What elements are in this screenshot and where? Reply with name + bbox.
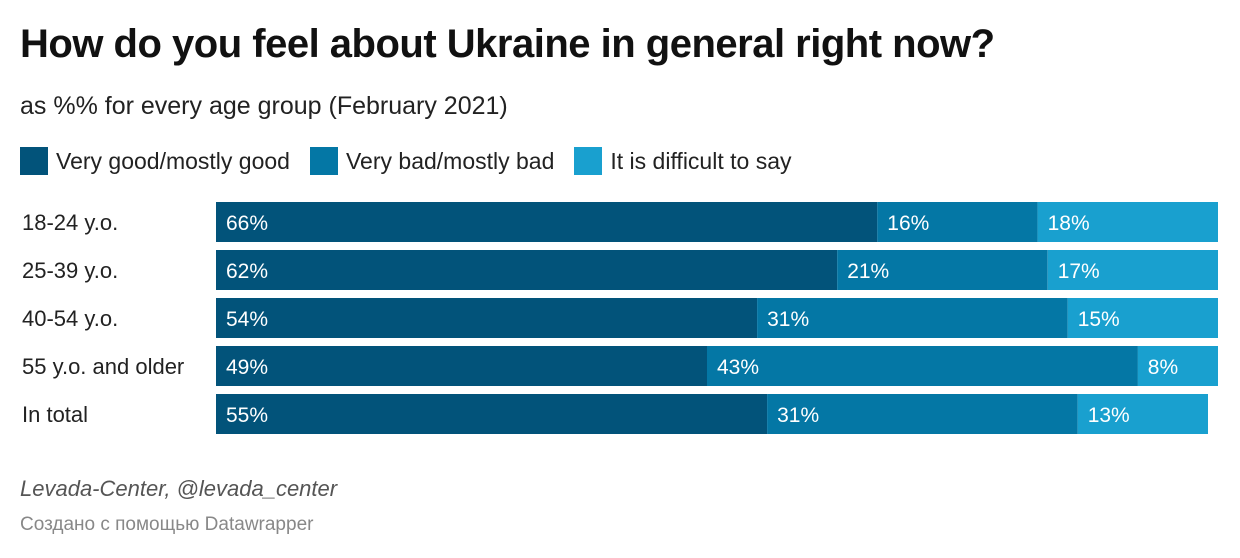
value-label-25-39-y-o-very-bad-mostly-bad: 21% <box>847 260 889 283</box>
value-label-25-39-y-o-it-is-difficult-to-say: 17% <box>1058 260 1100 283</box>
category-label-40-54-y-o: 40-54 y.o. <box>22 306 118 331</box>
stacked-bar-chart: 18-24 y.o. 66% 16% 18% 25-39 y.o. 62% 21% 17% 40… <box>22 202 1218 434</box>
value-label-40-54-y-o-very-bad-mostly-bad: 31% <box>767 308 809 331</box>
chart-title: How do you feel about Ukraine in general… <box>20 22 995 66</box>
value-label-in-total-it-is-difficult-to-say: 13% <box>1088 404 1130 427</box>
legend: Very good/mostly good Very bad/mostly ba… <box>20 146 811 176</box>
value-label-40-54-y-o-it-is-difficult-to-say: 15% <box>1078 308 1120 331</box>
credit-note: Создано с помощью Datawrapper <box>20 514 314 535</box>
bar-40-54-y-o-very-good-mostly-good <box>216 298 758 338</box>
bar-18-24-y-o-it-is-difficult-to-say <box>1037 202 1218 242</box>
legend-swatch-bad <box>309 147 338 175</box>
chart-subtitle: as %% for every age group (February 2021… <box>20 92 508 120</box>
value-label-18-24-y-o-very-bad-mostly-bad: 16% <box>887 212 929 235</box>
bar-25-39-y-o-it-is-difficult-to-say <box>1047 250 1218 290</box>
value-label-25-39-y-o-very-good-mostly-good: 62% <box>226 260 268 283</box>
value-label-55-y-o-and-older-it-is-difficult-to-say: 8% <box>1148 356 1178 379</box>
legend-label-difficult: It is difficult to say <box>610 147 792 174</box>
value-label-55-y-o-and-older-very-bad-mostly-bad: 43% <box>717 356 759 379</box>
bar-in-total-very-good-mostly-good <box>216 394 768 434</box>
bar-in-total-very-bad-mostly-bad <box>767 394 1078 434</box>
value-label-55-y-o-and-older-very-good-mostly-good: 49% <box>226 356 268 379</box>
legend-item-difficult: It is difficult to say <box>574 147 791 175</box>
legend-label-bad: Very bad/mostly bad <box>345 147 555 174</box>
bar-18-24-y-o-very-bad-mostly-bad <box>877 202 1038 242</box>
legend-swatch-difficult <box>574 147 603 175</box>
value-label-in-total-very-good-mostly-good: 55% <box>226 404 268 427</box>
source-note: Levada-Center, @levada_center <box>20 476 338 501</box>
category-label-18-24-y-o: 18-24 y.o. <box>22 210 118 235</box>
bar-in-total-it-is-difficult-to-say <box>1077 394 1208 434</box>
bar-55-y-o-and-older-it-is-difficult-to-say <box>1137 346 1218 386</box>
bar-18-24-y-o-very-good-mostly-good <box>216 202 878 242</box>
bar-55-y-o-and-older-very-good-mostly-good <box>216 346 707 386</box>
legend-swatch-good <box>20 147 48 175</box>
bar-40-54-y-o-very-bad-mostly-bad <box>757 298 1068 338</box>
value-label-40-54-y-o-very-good-mostly-good: 54% <box>226 308 268 331</box>
legend-label-good: Very good/mostly good <box>56 147 290 174</box>
bar-40-54-y-o-it-is-difficult-to-say <box>1067 298 1218 338</box>
value-label-in-total-very-bad-mostly-bad: 31% <box>777 404 819 427</box>
category-label-25-39-y-o: 25-39 y.o. <box>22 258 118 283</box>
category-label-55-y-o-and-older: 55 y.o. and older <box>22 354 184 379</box>
value-label-18-24-y-o-it-is-difficult-to-say: 18% <box>1048 212 1090 235</box>
legend-item-bad: Very bad/mostly bad <box>309 147 555 175</box>
category-label-in-total: In total <box>22 402 88 427</box>
value-label-18-24-y-o-very-good-mostly-good: 66% <box>226 212 268 235</box>
bar-25-39-y-o-very-bad-mostly-bad <box>837 250 1048 290</box>
bar-25-39-y-o-very-good-mostly-good <box>216 250 838 290</box>
bar-55-y-o-and-older-very-bad-mostly-bad <box>707 346 1138 386</box>
legend-item-good: Very good/mostly good <box>20 147 290 175</box>
